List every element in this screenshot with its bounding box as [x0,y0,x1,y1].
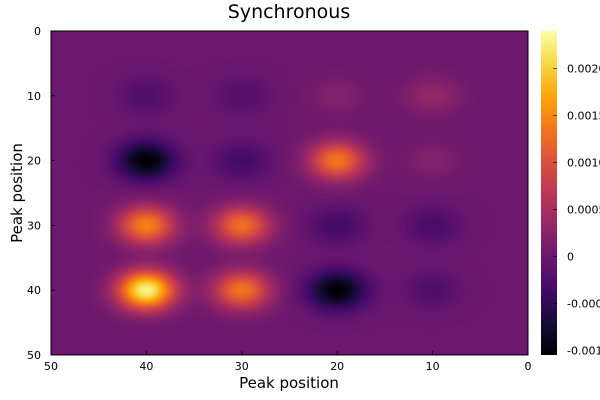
x-axis-ticks: 50 40 30 20 10 0 [44,351,532,373]
colorbar-tick-label: 0 [567,250,574,263]
x-tick-label: 10 [426,360,440,373]
heatmap-image [51,31,528,355]
x-axis-label: Peak position [239,374,339,392]
colorbar-tick-label: 0.0015 [567,110,600,123]
chart-title: Synchronous [228,1,350,23]
y-tick-label: 40 [27,284,41,297]
y-tick-label: 0 [34,25,41,38]
x-tick-label: 20 [330,360,344,373]
x-tick-label: 0 [525,360,532,373]
y-tick-label: 20 [27,155,41,168]
y-tick-label: 50 [27,349,41,362]
colorbar-tick-label: -0.0005 [567,297,600,310]
plot-frame [50,30,529,356]
y-axis-label: Peak position [8,143,26,243]
y-tick-label: 30 [27,219,41,232]
x-tick-label: 30 [235,360,249,373]
y-axis-ticks: 0 10 20 30 40 50 [27,25,55,362]
x-tick-label: 40 [139,360,153,373]
colorbar [541,31,557,355]
y-tick-label: 10 [27,90,41,103]
x-tick-label: 50 [44,360,58,373]
colorbar-tick-label: 0.0005 [567,203,600,216]
